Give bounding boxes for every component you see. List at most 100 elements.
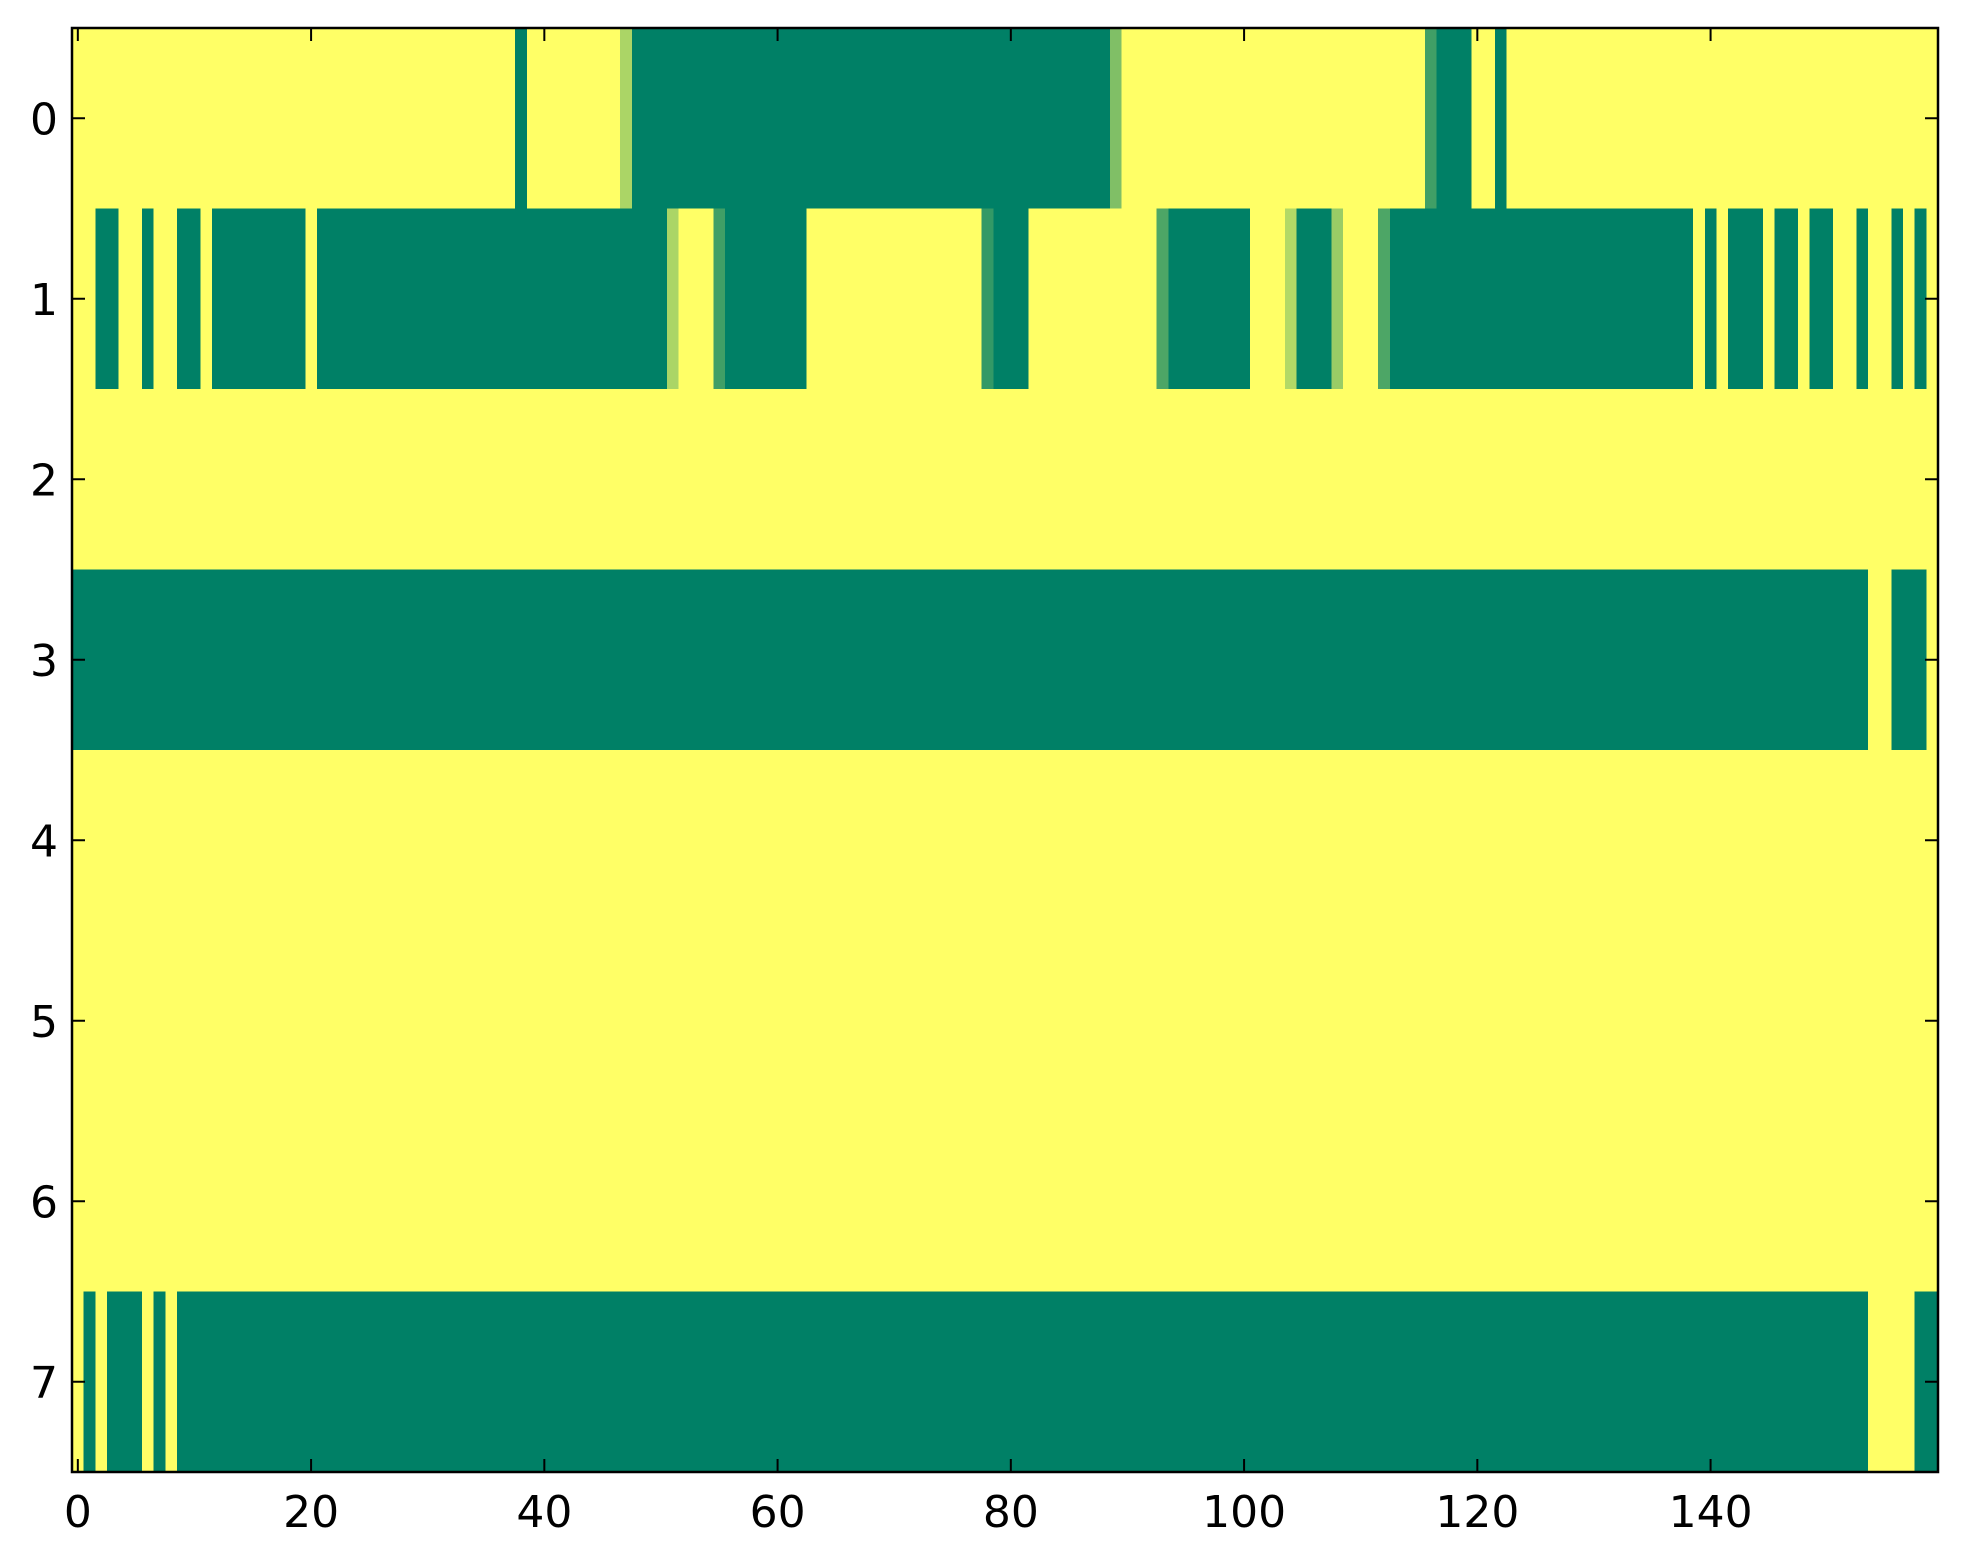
cell (1168, 208, 1181, 389)
cell (725, 208, 738, 389)
cell (293, 1291, 306, 1472)
cell (1226, 28, 1239, 209)
cell (1109, 1111, 1123, 1292)
cell (386, 930, 400, 1111)
cell (1121, 1111, 1134, 1292)
cell (841, 750, 854, 931)
cell (1763, 750, 1776, 931)
cell (935, 1111, 948, 1292)
cell (981, 208, 994, 389)
cell (1903, 389, 1916, 570)
cell (1226, 208, 1239, 389)
cell (1541, 1291, 1554, 1472)
cell (1424, 569, 1438, 750)
cell (1133, 28, 1146, 209)
cell (876, 389, 889, 570)
cell (176, 208, 190, 389)
cell (1179, 1291, 1193, 1472)
cell (981, 1291, 994, 1472)
cell (783, 750, 796, 931)
y-tick-label: 0 (30, 94, 58, 145)
cell (1483, 750, 1496, 931)
cell (270, 208, 283, 389)
cell (1471, 1291, 1484, 1472)
cell (1588, 389, 1601, 570)
cell (526, 569, 540, 750)
cell (421, 1291, 435, 1472)
cell (935, 208, 948, 389)
cell (456, 569, 470, 750)
cell (806, 1291, 819, 1472)
cell (340, 389, 353, 570)
cell (1611, 930, 1624, 1111)
cell (1739, 930, 1752, 1111)
cell (841, 569, 854, 750)
cell (1669, 28, 1683, 209)
cell (1273, 28, 1286, 209)
cell (503, 750, 516, 931)
cell (1681, 569, 1694, 750)
cell (421, 930, 435, 1111)
cell (328, 1111, 341, 1292)
cell (1448, 1291, 1461, 1472)
cell (946, 1291, 959, 1472)
cell (1448, 28, 1461, 209)
cell (713, 1291, 726, 1472)
cell (1518, 28, 1531, 209)
cell (1599, 28, 1613, 209)
cell (165, 1111, 178, 1292)
cell (95, 389, 108, 570)
cell (713, 208, 726, 389)
cell (305, 1291, 318, 1472)
cell (1903, 1111, 1916, 1292)
cell (1751, 1291, 1764, 1472)
cell (1728, 1291, 1741, 1472)
cell (223, 208, 236, 389)
cell (1121, 389, 1134, 570)
cell (1903, 208, 1916, 389)
cell (340, 28, 353, 209)
cell (1821, 28, 1834, 209)
cell (398, 28, 411, 209)
cell (1506, 208, 1519, 389)
cell (736, 208, 750, 389)
cell (526, 208, 540, 389)
cell (480, 389, 493, 570)
cell (1774, 28, 1787, 209)
cell (1343, 208, 1356, 389)
cell (1249, 389, 1263, 570)
cell (141, 1291, 155, 1472)
cell (1284, 389, 1298, 570)
cell (421, 1111, 435, 1292)
cell (1448, 389, 1461, 570)
cell (958, 569, 971, 750)
cell (1261, 1291, 1274, 1472)
cell (736, 1111, 750, 1292)
cell (818, 1291, 831, 1472)
cell (1599, 208, 1613, 389)
cell (386, 569, 400, 750)
cell (1728, 1111, 1741, 1292)
cell (1623, 208, 1636, 389)
cell (865, 750, 878, 931)
cell (270, 930, 283, 1111)
cell (153, 208, 166, 389)
cell (771, 1291, 785, 1472)
cell (1774, 750, 1787, 931)
cell (1751, 750, 1764, 931)
cell (1051, 389, 1064, 570)
cell (246, 28, 260, 209)
cell (1809, 930, 1822, 1111)
cell (1226, 389, 1239, 570)
cell (748, 1111, 761, 1292)
cell (433, 1291, 446, 1472)
cell (293, 750, 306, 931)
cell (1039, 389, 1053, 570)
cell (1564, 930, 1578, 1111)
cell (1669, 930, 1683, 1111)
cell (561, 930, 575, 1111)
cell (165, 389, 178, 570)
cell (701, 208, 715, 389)
cell (1518, 208, 1531, 389)
cell (958, 1291, 971, 1472)
